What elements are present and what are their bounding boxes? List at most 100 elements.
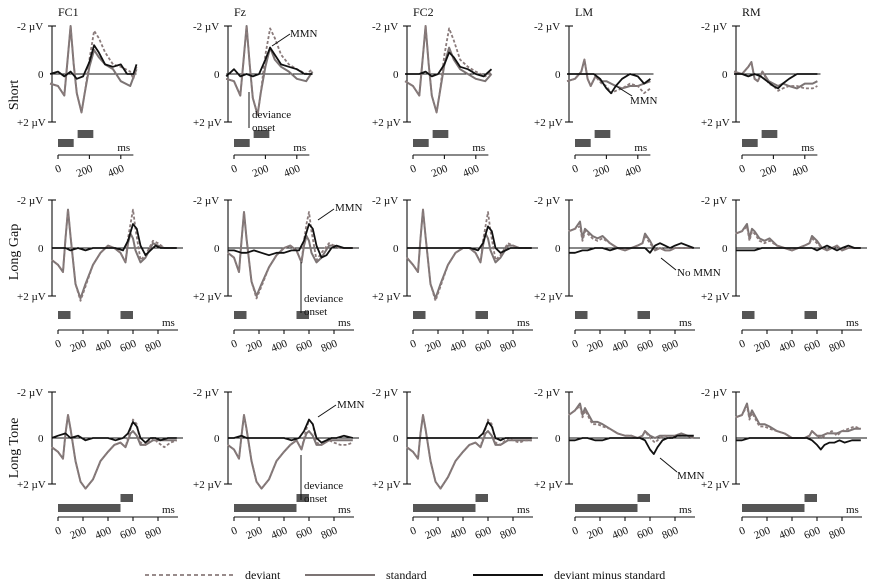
- stimulus-bar-2: [296, 494, 309, 502]
- stimulus-bar-1: [742, 139, 758, 147]
- wave-difference: [734, 73, 818, 90]
- time-tick-label: 800: [660, 524, 680, 541]
- stimulus-bar-1: [58, 139, 74, 147]
- onset-label-short: onset: [252, 122, 275, 134]
- time-tick-label: 0: [571, 337, 581, 350]
- y-tick-label-zero: 0: [214, 243, 220, 255]
- legend-label-deviant: deviant: [245, 568, 281, 582]
- time-unit-label: ms: [679, 504, 692, 516]
- y-tick-label-zero: 0: [555, 69, 561, 81]
- time-tick-label: 400: [448, 524, 468, 541]
- time-tick-label: 400: [269, 524, 289, 541]
- stimulus-bar-1: [575, 139, 591, 147]
- wave-deviant: [406, 414, 532, 490]
- y-tick-label-top: -2 µV: [193, 21, 219, 33]
- mmn-label-longtone-lm: MMN: [677, 470, 705, 482]
- time-tick-label: 600: [473, 524, 493, 541]
- stimulus-bar-1: [575, 504, 638, 512]
- y-tick-label-zero: 0: [393, 243, 399, 255]
- y-tick-label-top: -2 µV: [534, 195, 560, 207]
- time-tick-label: 200: [244, 337, 264, 354]
- stimulus-bar-2: [804, 311, 817, 319]
- wave-deviant: [51, 208, 177, 302]
- wave-standard: [404, 25, 493, 114]
- mmn-arrow-short-fz: [271, 33, 291, 47]
- stimulus-bar-1: [234, 504, 297, 512]
- y-tick-label-zero: 0: [393, 433, 399, 445]
- time-unit-label: ms: [293, 142, 306, 154]
- wave-deviant: [735, 404, 862, 439]
- time-tick-label: 400: [461, 162, 481, 179]
- y-tick-label-bottom: +2 µV: [372, 117, 401, 129]
- y-tick-label-bottom: +2 µV: [17, 117, 46, 129]
- wave-difference: [225, 46, 313, 78]
- time-tick-label: 600: [118, 337, 138, 354]
- y-tick-label-bottom: +2 µV: [701, 291, 730, 303]
- time-tick-label: 0: [738, 337, 748, 350]
- y-tick-label-top: -2 µV: [193, 195, 219, 207]
- time-tick-label: 400: [610, 524, 630, 541]
- time-tick-label: 200: [244, 524, 264, 541]
- stimulus-bar-1: [234, 311, 247, 319]
- y-tick-label-bottom: +2 µV: [701, 117, 730, 129]
- time-tick-label: 200: [752, 524, 772, 541]
- time-unit-label: ms: [634, 142, 647, 154]
- time-tick-label: 400: [790, 162, 810, 179]
- mmn-label-short-fz: MMN: [290, 28, 318, 40]
- stimulus-bar-2: [475, 494, 488, 502]
- mmn-arrow-longtone-lm: [659, 457, 678, 473]
- y-tick-label-zero: 0: [393, 69, 399, 81]
- time-tick-label: 600: [635, 337, 655, 354]
- mmn-arrow-short-lm: [615, 85, 633, 97]
- time-tick-label: 800: [660, 337, 680, 354]
- time-tick-label: 200: [592, 162, 612, 179]
- time-unit-label: ms: [117, 142, 130, 154]
- wave-difference: [406, 225, 532, 254]
- legend-label-difference: deviant minus standard: [554, 568, 665, 582]
- y-tick-label-bottom: +2 µV: [17, 479, 46, 491]
- y-tick-label-top: -2 µV: [17, 195, 43, 207]
- stimulus-bar-1: [58, 311, 71, 319]
- panel-long-gap-fz: -2 µV 0 +2 µV 0 200 400 600 800 ms: [193, 195, 359, 355]
- y-tick-label-zero: 0: [555, 243, 561, 255]
- time-tick-label: 0: [571, 524, 581, 537]
- y-tick-label-zero: 0: [38, 243, 44, 255]
- stimulus-bar-2: [594, 130, 611, 138]
- wave-difference: [51, 223, 177, 257]
- mmn-label-longtone-fz: MMN: [337, 399, 365, 411]
- y-tick-label-bottom: +2 µV: [701, 479, 730, 491]
- wave-difference: [567, 73, 651, 95]
- stimulus-bar-2: [804, 494, 817, 502]
- y-tick-label-bottom: +2 µV: [193, 291, 222, 303]
- panel-short-lm: -2 µV 0 +2 µV 0 200 400 ms: [534, 21, 654, 180]
- wave-standard: [227, 211, 353, 297]
- time-tick-label: 200: [430, 162, 450, 179]
- wave-standard: [566, 58, 651, 90]
- wave-deviant: [406, 208, 532, 302]
- wave-difference: [735, 437, 861, 451]
- time-tick-label: 400: [93, 524, 113, 541]
- time-tick-label: 0: [230, 162, 240, 175]
- wave-deviant: [404, 25, 493, 114]
- time-unit-label: ms: [846, 317, 859, 329]
- wave-difference: [227, 223, 353, 259]
- stimulus-bar-2: [761, 130, 778, 138]
- wave-deviant: [227, 414, 354, 490]
- wave-standard: [227, 414, 353, 490]
- stimulus-bar-1: [575, 311, 588, 319]
- wave-difference: [568, 242, 695, 254]
- time-tick-label: 600: [118, 524, 138, 541]
- time-tick-label: 200: [752, 337, 772, 354]
- time-tick-label: 0: [738, 162, 748, 175]
- mmn-label-short-lm: MMN: [630, 95, 658, 107]
- wave-standard: [568, 402, 695, 439]
- legend: deviant standard deviant minus standard: [145, 568, 665, 582]
- time-tick-label: 600: [635, 524, 655, 541]
- panel-long-tone-fz: -2 µV 0 +2 µV 0 200 400 600 800 ms: [193, 387, 359, 542]
- stimulus-bar-2: [77, 130, 94, 138]
- time-unit-label: ms: [162, 317, 175, 329]
- time-unit-label: ms: [517, 504, 530, 516]
- onset-label-longgap: onset: [304, 306, 327, 318]
- channel-title-lm: LM: [575, 5, 593, 19]
- y-tick-label-bottom: +2 µV: [193, 117, 222, 129]
